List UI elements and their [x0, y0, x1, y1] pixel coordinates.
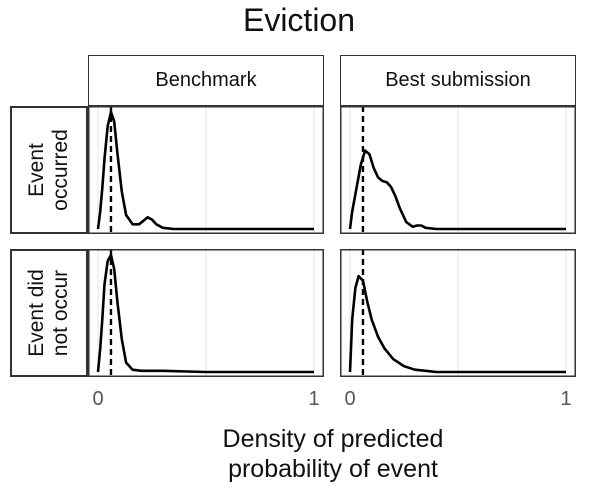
x-axis-label-line: probability of event: [228, 455, 438, 483]
panel-border: [88, 249, 324, 377]
density-curve: [348, 274, 566, 374]
x-tick-label: 0: [344, 388, 356, 410]
row-label-line: Event: [25, 143, 48, 197]
panel-border: [340, 249, 576, 377]
row-label-line: occurred: [49, 129, 72, 211]
x-axis-label: Density of predicted probability of even…: [90, 424, 576, 484]
density-curve: [96, 253, 314, 374]
row-strip-event-occurred: Event occurred: [10, 106, 88, 234]
x-axis-label-line: Density of predicted: [222, 425, 444, 453]
row-label-line: not occur: [49, 269, 72, 357]
panel-best-submission-event-occurred: [340, 106, 576, 234]
column-strip-benchmark: Benchmark: [88, 55, 324, 106]
x-tick-label: 1: [560, 388, 572, 410]
row-strip-label: Event did not occur: [25, 269, 73, 357]
density-curve: [96, 110, 314, 231]
x-tick-label: 0: [92, 388, 104, 410]
column-strip-best-submission: Best submission: [340, 55, 576, 106]
row-strip-event-did-not-occur: Event did not occur: [10, 249, 88, 377]
panel-border: [88, 106, 324, 234]
panel-best-submission-event-did-not-occur: [340, 249, 576, 377]
x-tick-label: 1: [308, 388, 320, 410]
panel-benchmark-event-did-not-occur: [88, 249, 324, 377]
panel-border: [340, 106, 576, 234]
row-label-line: Event did: [25, 269, 48, 357]
panel-benchmark-event-occurred: [88, 106, 324, 234]
row-strip-label: Event occurred: [25, 129, 73, 211]
chart-title: Eviction: [242, 2, 356, 38]
